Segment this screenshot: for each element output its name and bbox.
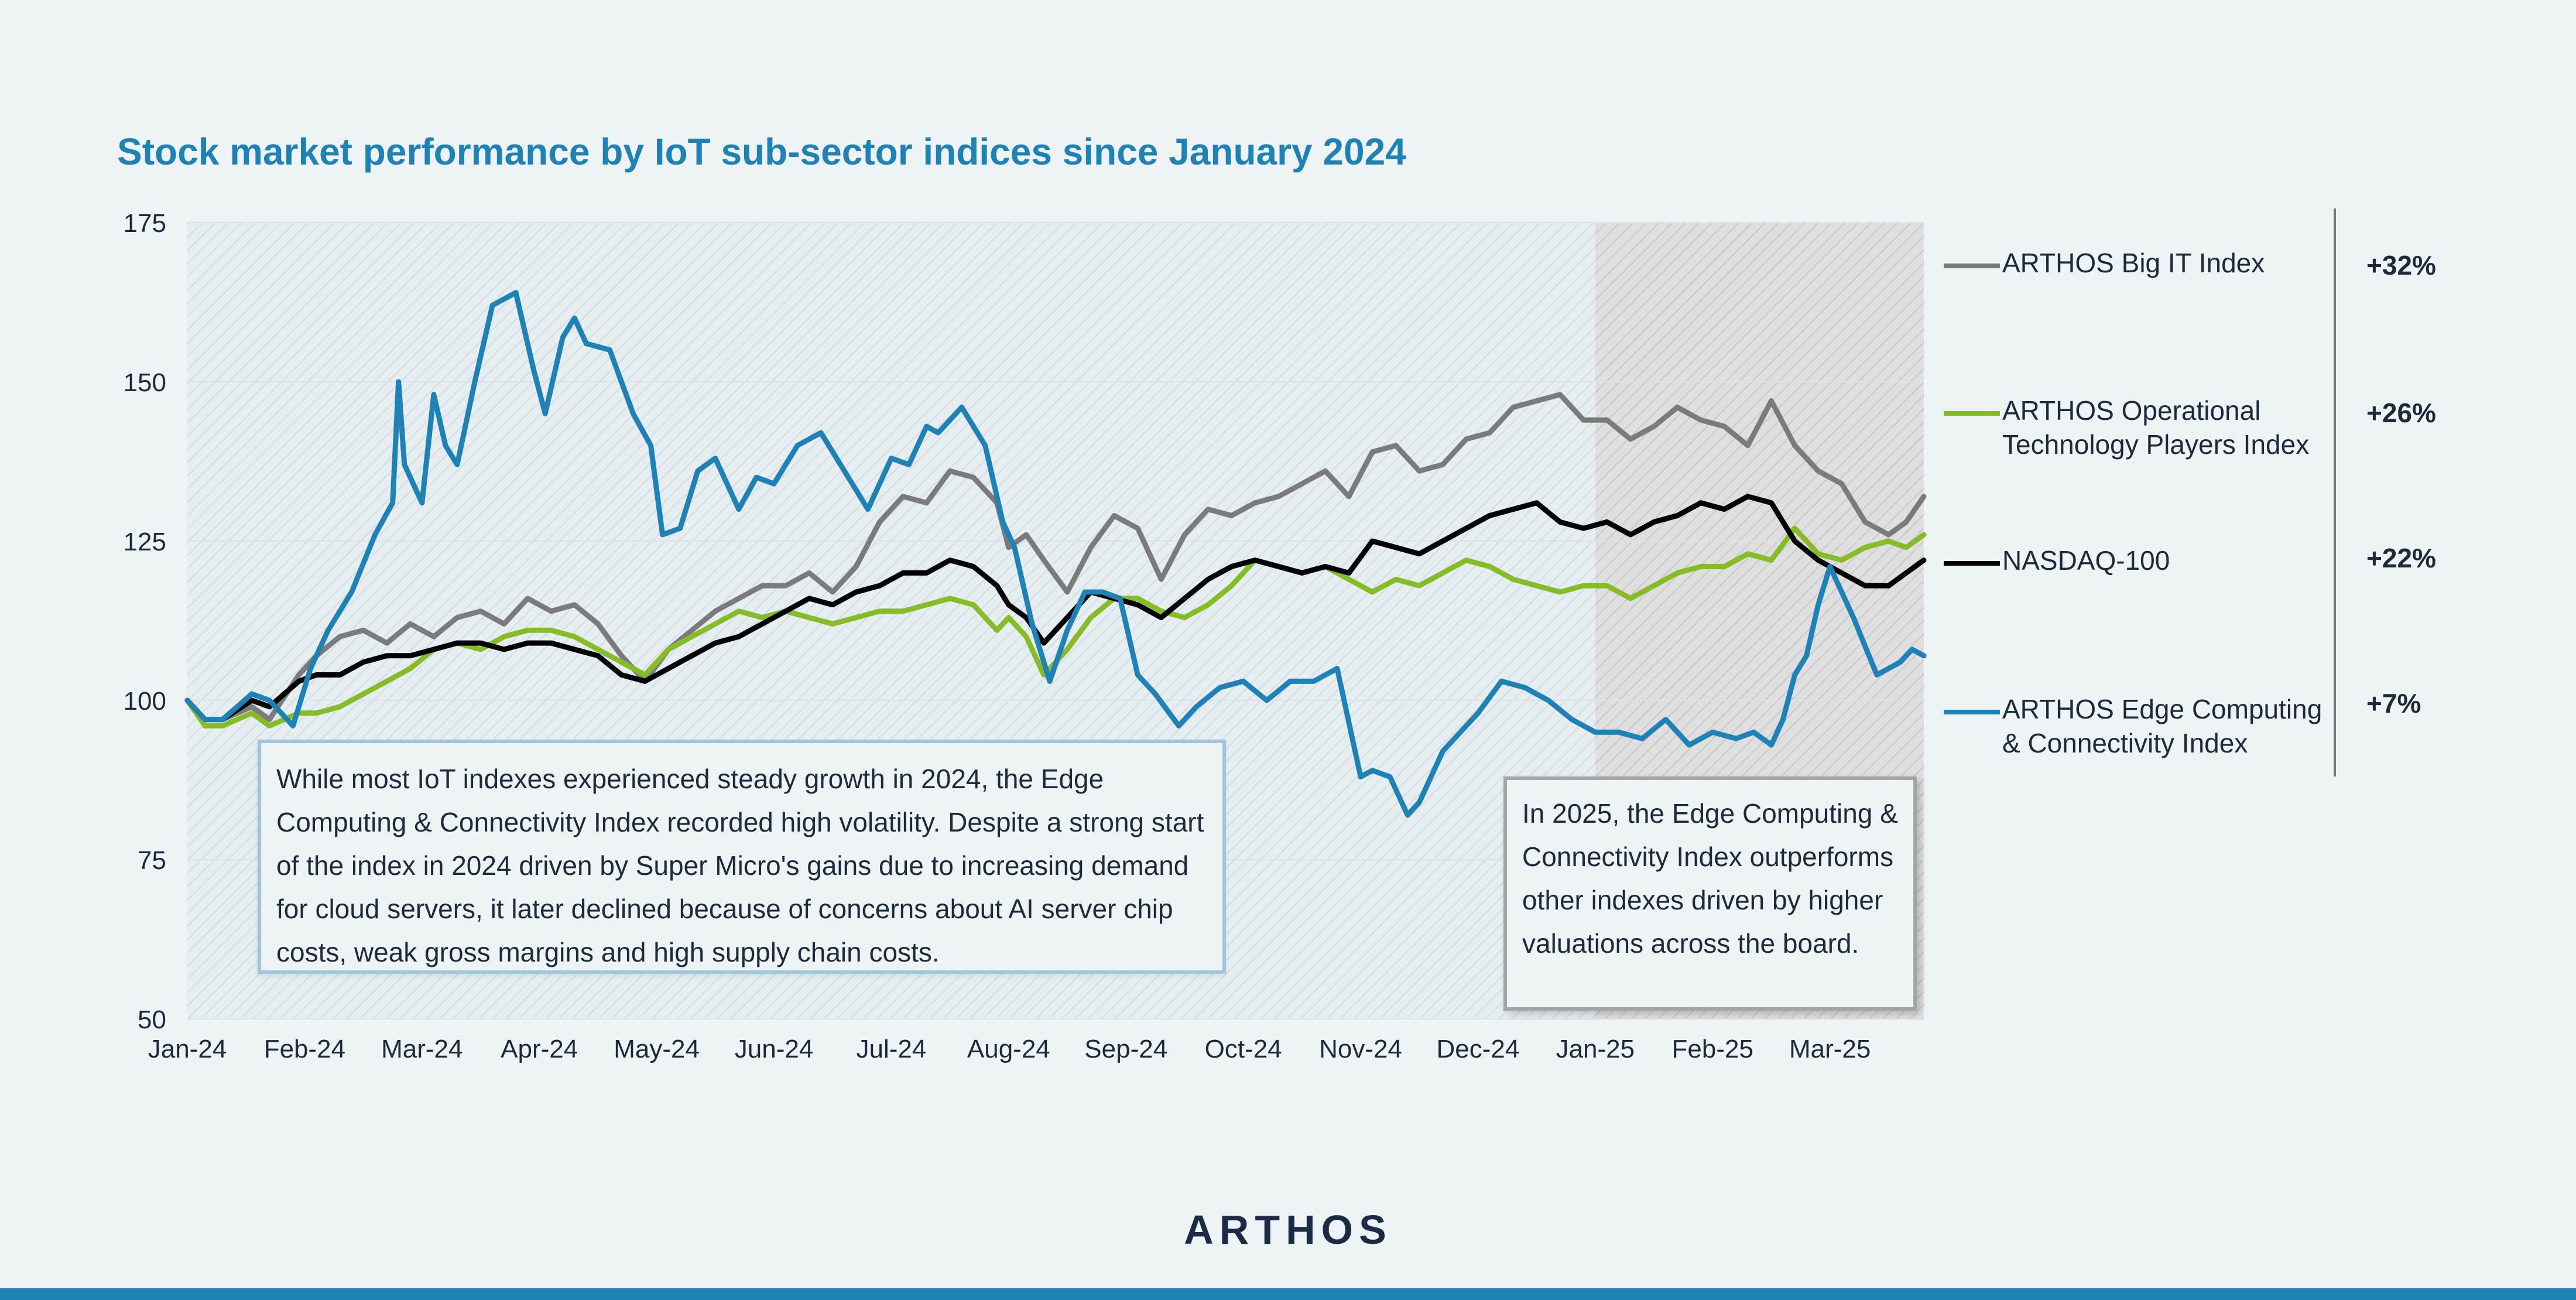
x-tick-label: Dec-24	[1437, 1035, 1520, 1063]
annotation-2024-volatility: While most IoT indexes experienced stead…	[258, 740, 1226, 974]
y-tick-label: 150	[124, 368, 166, 397]
y-tick-label: 100	[124, 687, 166, 716]
legend-swatch-edge	[1944, 710, 2000, 714]
legend-value-big-it: +32%	[2366, 250, 2436, 280]
legend-divider	[2334, 208, 2336, 776]
series-lines	[184, 290, 1927, 818]
legend-item-big-it: ARTHOS Big IT Index	[1944, 246, 2265, 280]
x-tick-label: Nov-24	[1319, 1035, 1402, 1063]
series-line-nasdaq	[184, 494, 1927, 723]
chart-title: Stock market performance by IoT sub-sect…	[117, 131, 1406, 173]
x-tick-label: Oct-24	[1205, 1035, 1282, 1063]
brand-logo: ARTHOS	[1184, 1207, 1392, 1253]
legend-value-nasdaq: +22%	[2366, 543, 2436, 573]
x-tick-label: Jun-24	[735, 1035, 814, 1063]
series-line-edge	[184, 290, 1927, 818]
legend-value-operational: +26%	[2366, 398, 2436, 428]
x-tick-label: Apr-24	[501, 1035, 578, 1063]
x-tick-label: Jul-24	[857, 1035, 927, 1063]
x-tick-label: May-24	[614, 1035, 700, 1063]
x-tick-label: Feb-25	[1672, 1035, 1753, 1063]
legend-swatch-nasdaq	[1944, 561, 2000, 566]
x-tick-label: Sep-24	[1084, 1035, 1167, 1063]
x-tick-label: Jan-25	[1556, 1035, 1635, 1063]
x-tick-label: Jan-24	[148, 1035, 227, 1063]
x-tick-label: Feb-24	[264, 1035, 345, 1063]
y-tick-label: 125	[124, 528, 166, 556]
series-line-big-it	[184, 392, 1927, 723]
legend-label-operational: ARTHOS Operational Technology Players In…	[2002, 395, 2310, 460]
y-tick-label: 50	[138, 1005, 166, 1034]
legend-item-nasdaq: NASDAQ-100	[1944, 543, 2170, 577]
x-axis-ticks: Jan-24 Feb-24 Mar-24 Apr-24 May-24 Jun-24 Jul-…	[148, 1035, 1871, 1063]
legend-swatch-operational	[1944, 411, 2000, 416]
series-line-operational	[184, 525, 1927, 728]
x-tick-label: Mar-24	[381, 1035, 463, 1063]
legend-label-nasdaq: NASDAQ-100	[2002, 545, 2170, 576]
legend-item-operational: ARTHOS Operational Technology Players In…	[1944, 394, 2309, 461]
legend-value-edge: +7%	[2366, 688, 2421, 719]
x-tick-label: Aug-24	[967, 1035, 1050, 1063]
legend-label-edge: ARTHOS Edge Computing & Connectivity Ind…	[2002, 694, 2322, 758]
annotation-2025-outperform: In 2025, the Edge Computing & Connectivi…	[1503, 776, 1917, 1011]
y-tick-label: 175	[124, 209, 166, 238]
y-tick-label: 75	[138, 846, 166, 875]
legend-item-edge: ARTHOS Edge Computing & Connectivity Ind…	[1944, 692, 2322, 760]
y-axis-ticks: 50 75 100 125 150 175	[124, 209, 166, 1034]
bottom-bar	[0, 1288, 2576, 1300]
legend-label-big-it: ARTHOS Big IT Index	[2002, 248, 2265, 278]
legend-swatch-big-it	[1944, 264, 2000, 268]
x-tick-label: Mar-25	[1789, 1035, 1871, 1063]
